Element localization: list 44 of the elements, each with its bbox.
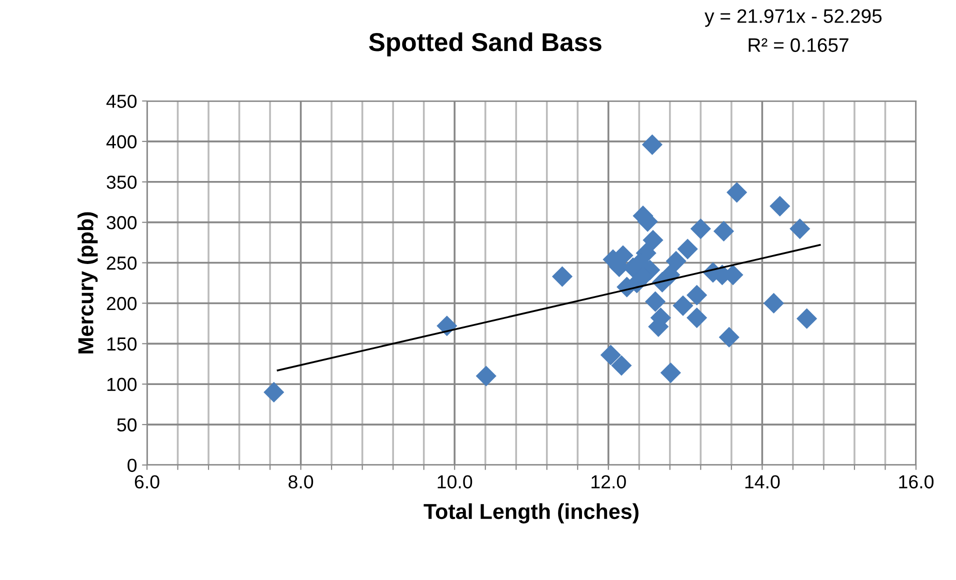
y-tick-label: 400 <box>106 135 137 148</box>
point <box>713 220 734 242</box>
x-tick-label: 12.0 <box>592 475 626 488</box>
point <box>642 134 663 155</box>
y-tick-label: 150 <box>107 337 137 351</box>
text: R² = 0.1657 <box>748 38 848 52</box>
y-tick-label: 50 <box>117 418 137 432</box>
point <box>476 366 496 386</box>
point <box>611 355 632 376</box>
point <box>686 307 708 328</box>
point <box>264 382 284 402</box>
point <box>690 218 711 240</box>
point <box>436 316 458 336</box>
point <box>600 344 622 366</box>
text: y = 21.971x - 52.295 <box>704 9 882 27</box>
y-tick-label: 350 <box>106 176 137 189</box>
point <box>718 326 740 348</box>
x-axis-title: Total Length (inches) <box>424 503 638 524</box>
point <box>677 238 698 260</box>
point <box>790 218 810 240</box>
y-tick-label: 200 <box>106 296 137 310</box>
y-tick-label: 300 <box>106 216 137 230</box>
point <box>660 362 681 384</box>
y-tick-label: 0 <box>128 458 137 472</box>
point <box>726 182 748 203</box>
y-tick-label: 450 <box>106 94 137 108</box>
y-axis-title: Mercury (ppb) <box>78 212 98 354</box>
point <box>552 266 573 287</box>
x-tick-label: 16.0 <box>899 475 934 488</box>
x-tick-label: 6.0 <box>134 475 160 488</box>
point <box>645 291 666 312</box>
point <box>796 308 818 329</box>
y-tick-label: 100 <box>107 378 137 392</box>
y-tick-label: 250 <box>106 256 137 270</box>
point <box>672 295 694 316</box>
chart-title: Spotted Sand Bass <box>369 32 602 56</box>
point <box>770 196 790 216</box>
point <box>666 250 686 272</box>
x-tick-label: 8.0 <box>288 475 314 488</box>
x-tick-label: 14.0 <box>745 475 780 488</box>
x-tick-label: 10.0 <box>438 475 472 488</box>
point <box>642 230 664 250</box>
point <box>686 284 708 306</box>
point <box>763 292 784 314</box>
